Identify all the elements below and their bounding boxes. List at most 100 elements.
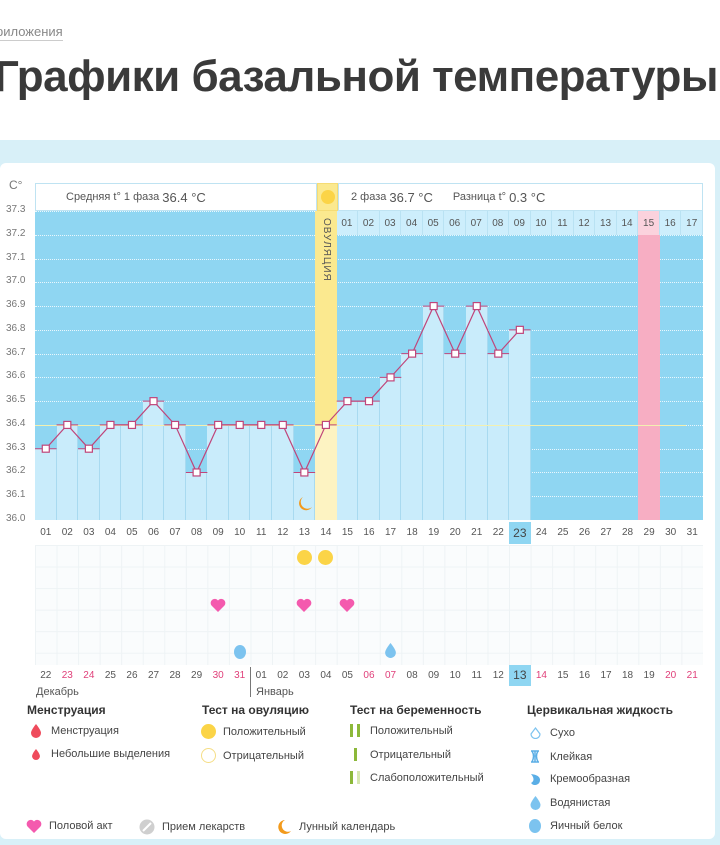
data-point[interactable] bbox=[472, 301, 481, 311]
data-point[interactable] bbox=[192, 468, 201, 477]
data-point[interactable] bbox=[364, 397, 374, 406]
calendar-day-label[interactable]: 11 bbox=[471, 670, 482, 681]
calendar-day-label[interactable]: 09 bbox=[428, 670, 440, 681]
calendar-day-label[interactable]: 10 bbox=[449, 670, 461, 681]
heart-icon[interactable] bbox=[210, 598, 226, 612]
cycle-day-label[interactable]: 22 bbox=[492, 527, 504, 538]
calendar-day-label[interactable]: 02 bbox=[277, 670, 289, 681]
ovulation-test-positive-icon[interactable] bbox=[318, 550, 334, 565]
cycle-day-label[interactable]: 10 bbox=[234, 527, 246, 538]
cycle-day-label[interactable]: 14 bbox=[320, 527, 332, 538]
legend-ovulation-positive: Положительный bbox=[199, 724, 306, 739]
cycle-day-label[interactable]: 12 bbox=[277, 527, 289, 538]
cycle-day-label[interactable]: 24 bbox=[535, 527, 547, 538]
data-point[interactable] bbox=[214, 420, 223, 430]
cycle-day-label[interactable]: 19 bbox=[428, 527, 440, 538]
data-point[interactable] bbox=[278, 420, 287, 430]
cycle-day-label[interactable]: 15 bbox=[341, 527, 353, 538]
cycle-day-label[interactable]: 08 bbox=[191, 527, 203, 538]
legend-intercourse: Половой акт bbox=[25, 819, 113, 833]
y-tick: 37.2 bbox=[6, 227, 26, 239]
data-point[interactable] bbox=[343, 397, 352, 406]
calendar-day-label[interactable]: 06 bbox=[363, 670, 375, 681]
cycle-day-label[interactable]: 05 bbox=[126, 527, 138, 538]
cycle-day-label[interactable]: 21 bbox=[471, 527, 483, 538]
calendar-day-label[interactable]: 08 bbox=[406, 670, 418, 681]
data-point[interactable] bbox=[451, 349, 460, 358]
cycle-day-label[interactable]: 17 bbox=[384, 527, 397, 538]
calendar-day-label[interactable]: 01 bbox=[255, 670, 267, 681]
cycle-day-label[interactable]: 28 bbox=[622, 527, 634, 538]
calendar-day-label[interactable]: 12 bbox=[492, 670, 504, 681]
data-point[interactable] bbox=[494, 349, 503, 358]
calendar-day-label[interactable]: 05 bbox=[341, 670, 353, 681]
calendar-day-label[interactable]: 19 bbox=[643, 670, 655, 681]
data-point[interactable] bbox=[407, 349, 417, 358]
data-point[interactable] bbox=[170, 420, 180, 430]
phase2-day-cell: 09 bbox=[509, 211, 531, 235]
calendar-day-label[interactable]: 03 bbox=[298, 670, 310, 681]
calendar-day-label[interactable]: 22 bbox=[40, 670, 52, 681]
calendar-day-label[interactable]: 26 bbox=[126, 670, 138, 681]
cycle-day-label[interactable]: 04 bbox=[104, 527, 116, 538]
heart-icon[interactable] bbox=[296, 598, 312, 612]
data-point[interactable] bbox=[429, 301, 438, 311]
data-point[interactable] bbox=[127, 420, 137, 430]
heart-icon[interactable] bbox=[339, 598, 355, 612]
cycle-day-label[interactable]: 26 bbox=[578, 527, 591, 538]
calendar-day-label[interactable]: 04 bbox=[320, 670, 332, 681]
legend-pregnancy-weak: Слабоположительный bbox=[346, 771, 484, 784]
calendar-day-label[interactable]: 14 bbox=[535, 670, 547, 681]
data-point[interactable] bbox=[149, 397, 158, 406]
calendar-day-label[interactable]: 31 bbox=[234, 670, 246, 681]
data-point[interactable] bbox=[235, 420, 244, 430]
egg-white-icon[interactable] bbox=[232, 645, 248, 659]
cycle-day-label[interactable]: 20 bbox=[449, 527, 461, 538]
calendar-day-label[interactable]: 30 bbox=[212, 670, 224, 681]
creamy-icon bbox=[526, 773, 544, 785]
y-tick: 37.0 bbox=[6, 275, 26, 287]
cycle-day-label[interactable]: 30 bbox=[665, 527, 677, 538]
cycle-day-label[interactable]: 06 bbox=[147, 527, 160, 538]
data-point[interactable] bbox=[41, 444, 50, 453]
calendar-day-label[interactable]: 21 bbox=[686, 670, 698, 681]
breadcrumb[interactable]: риложения bbox=[0, 24, 63, 41]
calendar-day-label[interactable]: 07 bbox=[384, 670, 397, 681]
cycle-day-label[interactable]: 27 bbox=[600, 527, 612, 538]
cycle-day-label[interactable]: 07 bbox=[169, 527, 181, 538]
data-point[interactable] bbox=[84, 444, 93, 453]
data-point[interactable] bbox=[300, 468, 309, 477]
calendar-day-label[interactable]: 17 bbox=[600, 670, 612, 681]
data-point[interactable] bbox=[63, 420, 72, 430]
calendar-day-label[interactable]: 27 bbox=[147, 670, 160, 681]
calendar-day-label[interactable]: 28 bbox=[169, 670, 181, 681]
data-point[interactable] bbox=[257, 420, 266, 430]
cycle-day-label[interactable]: 31 bbox=[686, 527, 698, 538]
watery-drop-icon[interactable] bbox=[383, 643, 399, 658]
calendar-day-label[interactable]: 23 bbox=[61, 670, 73, 681]
cycle-day-label[interactable]: 11 bbox=[256, 527, 267, 538]
ovulation-test-positive-icon[interactable] bbox=[296, 550, 312, 565]
data-point[interactable] bbox=[321, 420, 331, 430]
cycle-day-label[interactable]: 09 bbox=[212, 527, 224, 538]
data-point[interactable] bbox=[515, 325, 524, 334]
cycle-day-label[interactable]: 13 bbox=[298, 527, 310, 538]
calendar-day-label[interactable]: 25 bbox=[104, 670, 116, 681]
cycle-day-label[interactable]: 02 bbox=[61, 527, 73, 538]
calendar-day-label[interactable]: 16 bbox=[578, 670, 591, 681]
cycle-day-label[interactable]: 03 bbox=[83, 527, 95, 538]
data-point[interactable] bbox=[386, 373, 395, 382]
calendar-day-label[interactable]: 15 bbox=[557, 670, 569, 681]
cycle-day-label[interactable]: 01 bbox=[40, 527, 52, 538]
cycle-day-label[interactable]: 18 bbox=[406, 527, 418, 538]
calendar-day-label[interactable]: 20 bbox=[665, 670, 677, 681]
data-point[interactable] bbox=[106, 420, 115, 430]
cycle-day-label[interactable]: 16 bbox=[363, 527, 375, 538]
calendar-day-label[interactable]: 29 bbox=[191, 670, 203, 681]
cycle-day-label[interactable]: 23 bbox=[509, 522, 531, 544]
calendar-day-label[interactable]: 24 bbox=[83, 670, 95, 681]
cycle-day-label[interactable]: 29 bbox=[643, 527, 655, 538]
calendar-day-label[interactable]: 13 bbox=[509, 665, 531, 686]
cycle-day-label[interactable]: 25 bbox=[557, 527, 569, 538]
calendar-day-label[interactable]: 18 bbox=[622, 670, 634, 681]
